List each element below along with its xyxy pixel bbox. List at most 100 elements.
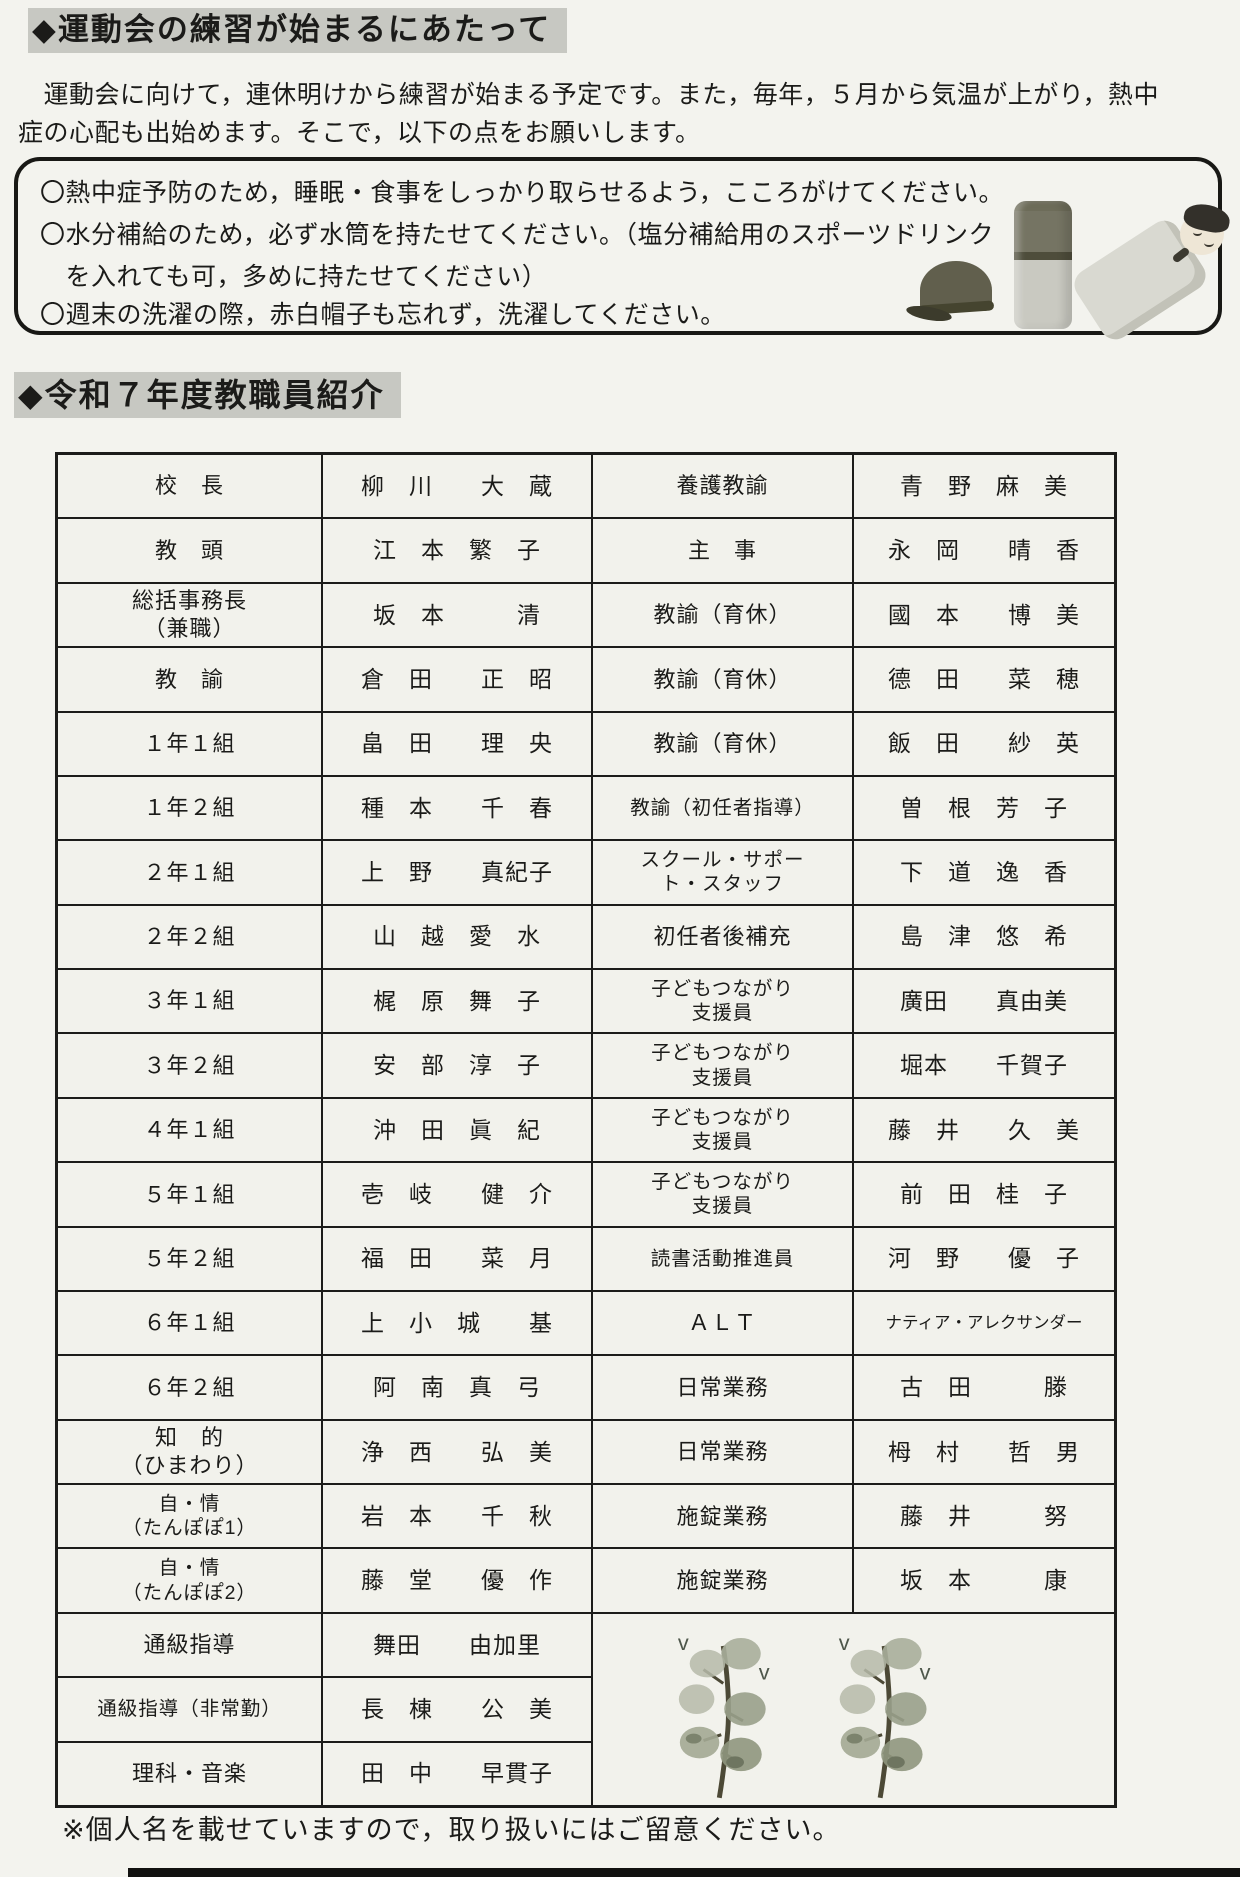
position-cell: 校 長 [58,455,321,518]
svg-text:v: v [759,1659,770,1684]
svg-text:v: v [839,1630,850,1655]
name-cell: 古 田 滕 [854,1356,1114,1419]
name-cell: 畠 田 理 央 [323,712,591,775]
position-cell: 主 事 [593,519,852,582]
name-cell: 青 野 麻 美 [854,455,1114,518]
svg-text:v: v [678,1630,689,1655]
position-cell: 総括事務長 （兼職） [58,583,321,647]
name-cell: 山 越 愛 水 [323,905,591,969]
position-cell: 読書活動推進員 [593,1227,852,1290]
position-cell: 養護教諭 [593,455,852,518]
position-cell: 自・情 （たんぽぽ2） [58,1549,321,1612]
red-white-cap-icon [905,259,995,324]
name-cell: 島 津 悠 希 [854,905,1114,969]
notice-item: 〇水分補給のため，必ず水筒を持たせてください。（塩分補給用のスポーツドリンク [40,221,995,249]
name-cell: 種 本 千 春 [323,776,591,840]
name-cell: 長 棟 公 美 [323,1678,591,1741]
position-cell: 教 頭 [58,519,321,582]
position-cell: 施錠業務 [593,1485,852,1548]
position-cell: 施錠業務 [593,1549,852,1612]
name-cell: 浄 西 弘 美 [323,1420,591,1484]
position-cell: 子どもつながり 支援員 [593,970,852,1033]
position-cell: ６年１組 [58,1291,321,1355]
name-cell: 廣田 真由美 [854,970,1114,1033]
position-cell: 教諭（初任者指導） [593,776,852,840]
position-cell: ２年２組 [58,905,321,969]
notice-item: 〇熱中症予防のため，睡眠・食事をしっかり取らせるよう，こころがけてください。 [40,179,1005,207]
practice-section-heading: ◆運動会の練習が始まるにあたって [28,8,568,53]
name-cell: 壱 岐 健 介 [323,1163,591,1226]
staff-table: v v v v 校 長柳 川 大 蔵養護教諭青 野 麻 美教 頭江 本 繁 子主… [55,452,1117,1808]
notice-item: を入れても可，多めに持たせてください） [40,263,548,291]
name-cell: 福 田 菜 月 [323,1227,591,1290]
position-cell: 理科・音楽 [58,1742,321,1805]
position-cell: 通級指導（非常勤） [58,1678,321,1741]
staff-section-heading: ◆令和７年度教職員紹介 [14,372,401,418]
practice-paragraph-line: 症の心配も出始めます。そこで，以下の点をお願いします。 [18,119,701,147]
name-cell: ナティア・アレクサンダー [854,1291,1114,1355]
practice-paragraph-line: 運動会に向けて，連休明けから練習が始まる予定です。また，毎年，５月から気温が上が… [18,81,1160,109]
name-cell: 江 本 繁 子 [323,519,591,582]
flower-sprig-1: v v [678,1630,770,1799]
position-cell: ６年２組 [58,1356,321,1419]
sleeping-child-mouth [1204,239,1214,247]
name-cell: 岩 本 千 秋 [323,1485,591,1548]
name-cell: 沖 田 眞 紀 [323,1098,591,1162]
name-cell: 飯 田 紗 英 [854,712,1114,775]
position-cell: 教 諭 [58,648,321,711]
position-cell: 自・情 （たんぽぽ1） [58,1485,321,1548]
name-cell: 永 岡 晴 香 [854,519,1114,582]
name-cell: 堀本 千賀子 [854,1034,1114,1097]
sleeping-child-eye [1193,229,1202,236]
position-cell: １年２組 [58,776,321,840]
name-cell: 柳 川 大 蔵 [323,455,591,518]
svg-text:v: v [920,1659,931,1684]
position-cell: 日常業務 [593,1356,852,1419]
position-cell: ２年１組 [58,841,321,904]
position-cell: ５年１組 [58,1163,321,1226]
name-cell: 坂 本 康 [854,1549,1114,1612]
name-cell: 坂 本 清 [323,583,591,647]
name-cell: 藤 井 久 美 [854,1098,1114,1162]
name-cell: 上 小 城 基 [323,1291,591,1355]
name-cell: 下 道 逸 香 [854,841,1114,904]
name-cell: 德 田 菜 穂 [854,648,1114,711]
position-cell: 日常業務 [593,1420,852,1484]
name-cell: 栂 村 哲 男 [854,1420,1114,1484]
privacy-note: ※個人名を載せていますので，取り扱いにはご留意ください。 [62,1815,841,1845]
name-cell: 阿 南 真 弓 [323,1356,591,1419]
position-cell: 子どもつながり 支援員 [593,1098,852,1162]
name-cell: 曽 根 芳 子 [854,776,1114,840]
name-cell: 上 野 真紀子 [323,841,591,904]
position-cell: 通級指導 [58,1613,321,1677]
name-cell: 田 中 早貫子 [323,1742,591,1805]
position-cell: 知 的 （ひまわり） [58,1420,321,1484]
flower-sprig-icon: v v v v [678,1630,931,1799]
flower-sprig-2: v v [839,1630,931,1799]
position-cell: 初任者後補充 [593,905,852,969]
bottle-body [1014,201,1072,329]
position-cell: 教諭（育休） [593,648,852,711]
position-cell: 子どもつながり 支援員 [593,1034,852,1097]
name-cell: 河 野 優 子 [854,1227,1114,1290]
name-cell: 安 部 淳 子 [323,1034,591,1097]
position-cell: ３年２組 [58,1034,321,1097]
scan-edge-strip [128,1868,1240,1877]
name-cell: 藤 井 努 [854,1485,1114,1548]
position-cell: 教諭（育休） [593,583,852,647]
position-cell: ５年２組 [58,1227,321,1290]
position-cell: 子どもつながり 支援員 [593,1163,852,1226]
flower-sprigs-decoration: v v v v [593,1613,1114,1805]
position-cell: ４年１組 [58,1098,321,1162]
name-cell: 倉 田 正 昭 [323,648,591,711]
name-cell: 國 本 博 美 [854,583,1114,647]
name-cell: 藤 堂 優 作 [323,1549,591,1612]
position-cell: １年１組 [58,712,321,775]
position-cell: スクール・サポー ト・スタッフ [593,841,852,904]
position-cell: 教諭（育休） [593,712,852,775]
position-cell: ＡＬＴ [593,1291,852,1355]
water-bottle-icon [1014,201,1072,329]
sleeping-child-icon [1068,200,1233,346]
notice-item: 〇週末の洗濯の際，赤白帽子も忘れず，洗濯してください。 [40,301,726,329]
name-cell: 前 田 桂 子 [854,1163,1114,1226]
